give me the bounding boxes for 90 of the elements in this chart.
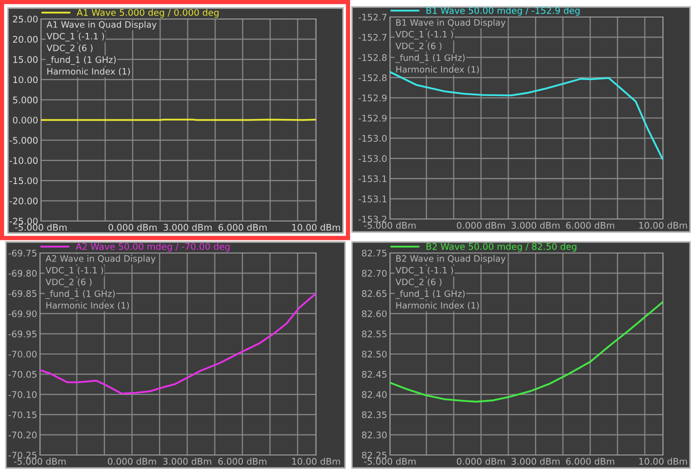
y-tick-label: -10.00 [10, 157, 38, 164]
x-tick-label: 0.000 dBm [456, 458, 505, 465]
y-tick-label: -69.75 [8, 250, 36, 257]
y-tick-label: 82.55 [362, 330, 386, 338]
x-tick-label: -5.000 dBm [364, 458, 416, 465]
annotation: Harmonic Index (1) [396, 302, 479, 310]
line-series [390, 300, 663, 403]
annotation: A2 Wave in Quad Display [46, 255, 156, 264]
annotation: _fund_1 (1 GHz) [46, 56, 116, 65]
y-tick-label: -152.9 [358, 94, 387, 102]
y-tick-label: -152.9 [358, 114, 387, 122]
x-tick-label: 10.00 dBm [292, 224, 340, 231]
y-tick-label: -25.00 [10, 218, 38, 225]
x-tick-label: 0.000 dBm [108, 458, 156, 465]
y-tick-label: -70.15 [8, 411, 36, 418]
y-tick-label: 82.70 [362, 270, 387, 277]
x-tick-label: -5.000 dBm [14, 458, 66, 465]
y-tick-label: 82.35 [362, 411, 386, 418]
y-tick-label: -70.00 [8, 350, 37, 358]
annotation: Harmonic Index (1) [47, 68, 130, 76]
y-tick-label: -69.90 [8, 310, 37, 318]
x-tick-label: 3.000 dBm [163, 458, 212, 465]
y-tick-label: 20.00 [13, 36, 38, 43]
annotation: VDC_1 (-1.1 ) [46, 32, 104, 42]
x-tick-label: 6.000 dBm [566, 458, 614, 465]
y-tick-label: 82.40 [362, 391, 387, 398]
y-tick-label: 15.00 [13, 56, 38, 63]
x-tick-label: 10.00 dBm [639, 222, 687, 229]
y-tick-label: -69.80 [8, 270, 37, 277]
annotation: _fund_1 (1 GHz) [395, 290, 465, 299]
y-tick-label: -20.00 [10, 198, 38, 204]
annotation: VDC_1 (-1.1 ) [396, 30, 453, 40]
y-tick-label: -69.85 [8, 290, 36, 297]
annotation: Harmonic Index (1) [46, 302, 129, 310]
y-tick-label: -153.1 [358, 196, 386, 202]
y-tick-label: -153.2 [358, 216, 386, 223]
y-tick-label: -152.7 [358, 14, 386, 21]
y-tick-label: -70.20 [8, 432, 37, 438]
y-tick-label: 25.00 [13, 16, 38, 23]
y-tick-label: 10.00 [13, 76, 38, 84]
y-tick-label: 82.60 [362, 310, 387, 318]
x-tick-label: 10.00 dBm [292, 458, 340, 465]
annotation: B2 Wave in Quad Display [396, 255, 506, 264]
y-tick-label: -152.8 [358, 74, 387, 82]
annotation: VDC_2 (6 ) [46, 44, 92, 54]
x-tick-label: 10.00 dBm [639, 458, 687, 465]
y-tick-label: -70.10 [8, 391, 37, 398]
y-tick-label: -152.8 [358, 54, 387, 61]
annotation: _fund_1 (1 GHz) [45, 290, 115, 299]
y-tick-label: 82.45 [362, 370, 386, 378]
text: B2 Wave 50.00 mdeg / 82.50 deg [426, 242, 576, 252]
y-tick-label: -70.05 [8, 370, 36, 378]
annotation: B1 Wave in Quad Display [396, 19, 506, 28]
y-tick-label: 82.75 [362, 250, 386, 257]
y-tick-label: -152.7 [358, 34, 386, 41]
annotation: _fund_1 (1 GHz) [395, 54, 465, 63]
y-tick-label: -5.000 [10, 136, 38, 144]
annotation: VDC_2 (6 ) [396, 42, 442, 52]
x-tick-label: -5.000 dBm [364, 222, 416, 229]
y-tick-label: 5.000 [13, 96, 38, 104]
x-tick-label: 6.000 dBm [566, 222, 614, 229]
y-tick-label: 82.30 [362, 432, 387, 438]
y-tick-label: -15.00 [10, 177, 38, 184]
y-tick-label: -70.25 [8, 452, 36, 459]
y-tick-label: 82.25 [362, 452, 386, 459]
x-tick-label: 3.000 dBm [512, 222, 560, 229]
text: A1 Wave 5.000 deg / 0.000 deg [76, 8, 219, 18]
annotation: VDC_2 (6 ) [46, 278, 92, 288]
y-tick-label: 82.65 [362, 290, 386, 297]
x-tick-label: 0.000 dBm [108, 224, 157, 231]
y-tick-label: 82.50 [362, 350, 387, 358]
x-tick-label: 0.000 dBm [456, 222, 505, 229]
annotation: VDC_2 (6 ) [396, 278, 442, 288]
y-tick-label: -153.1 [358, 175, 386, 182]
y-tick-label: -153.0 [358, 134, 387, 142]
x-tick-label: 6.000 dBm [218, 224, 267, 231]
x-tick-label: 3.000 dBm [512, 458, 560, 465]
y-tick-label: 0.000 [12, 116, 38, 124]
annotation: VDC_1 (-1.1 ) [46, 266, 104, 276]
y-tick-label: -69.95 [8, 330, 36, 338]
x-tick-label: -5.000 dBm [15, 224, 67, 231]
annotation: VDC_1 (-1.1 ) [396, 266, 453, 276]
x-tick-label: 6.000 dBm [218, 458, 266, 465]
y-tick-label: -153.0 [358, 155, 387, 162]
annotation: A1 Wave in Quad Display [46, 21, 157, 30]
text: A2 Wave 50.00 mdeg / -70.00 deg [76, 242, 230, 252]
annotation: Harmonic Index (1) [396, 66, 479, 74]
x-tick-label: 3.000 dBm [164, 224, 212, 231]
text: B1 Wave 50.00 mdeg / -152.9 deg [426, 6, 580, 16]
line-series [40, 292, 316, 394]
